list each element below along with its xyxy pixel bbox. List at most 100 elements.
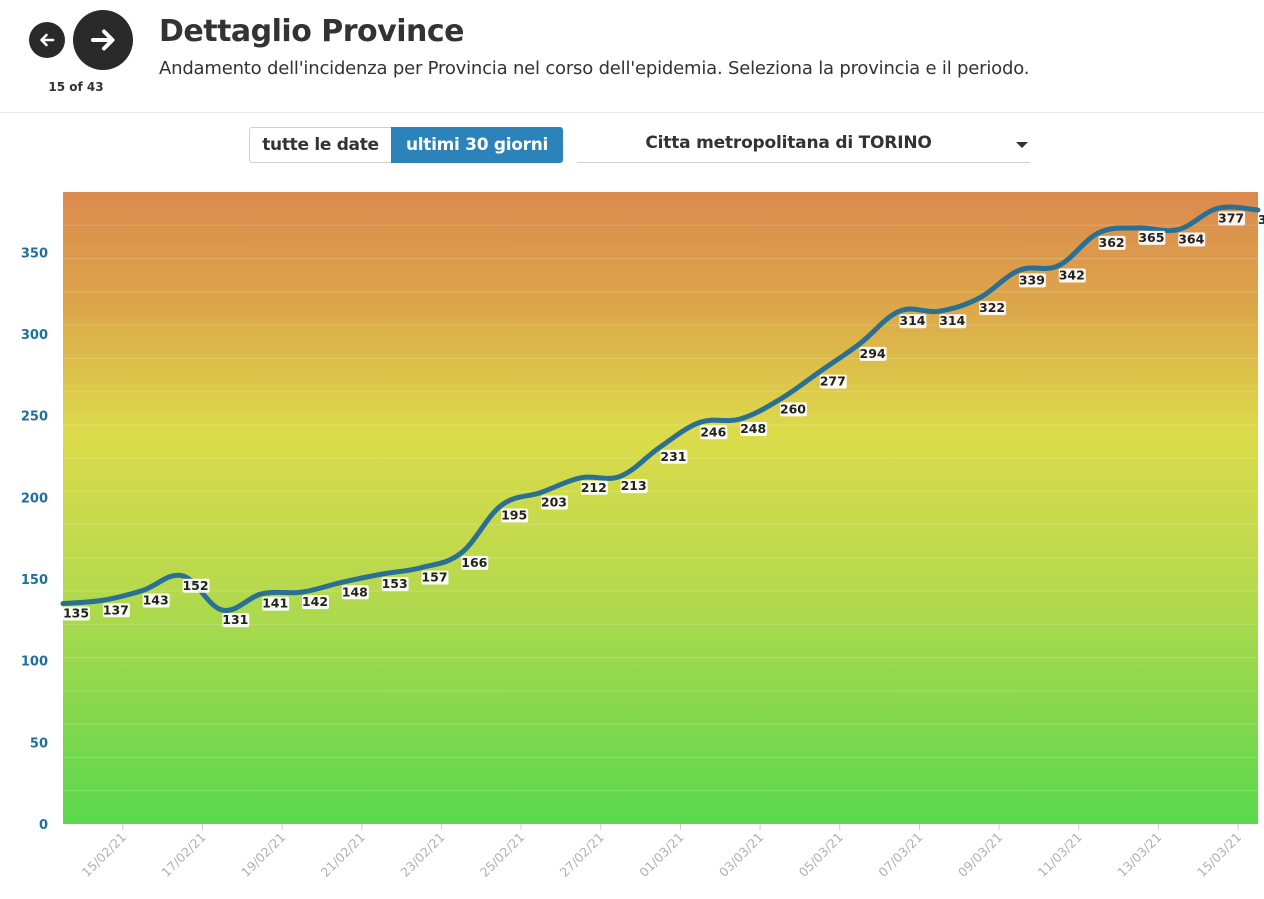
- data-label: 364: [1178, 232, 1206, 247]
- x-tick-label: 05/03/21: [796, 830, 846, 880]
- svg-text:365: 365: [1138, 230, 1164, 245]
- svg-text:277: 277: [820, 374, 846, 389]
- data-label: 157: [421, 570, 449, 585]
- data-label: 152: [182, 578, 210, 593]
- svg-text:131: 131: [222, 612, 248, 627]
- svg-text:314: 314: [939, 313, 965, 328]
- svg-text:135: 135: [63, 606, 89, 621]
- data-label: 148: [342, 584, 369, 600]
- page-title: Dettaglio Province: [159, 14, 465, 49]
- svg-text:148: 148: [342, 584, 368, 599]
- data-label: 365: [1138, 230, 1166, 245]
- x-tick-label: 19/02/21: [238, 830, 288, 880]
- data-label: 362: [1099, 235, 1126, 250]
- previous-button[interactable]: [29, 22, 65, 58]
- x-tick-label: 07/03/21: [875, 830, 925, 880]
- data-label: 135: [63, 606, 90, 621]
- caret-down-icon: [1016, 142, 1028, 148]
- svg-text:166: 166: [461, 555, 487, 570]
- data-label: 195: [501, 508, 529, 523]
- svg-text:294: 294: [860, 346, 886, 361]
- data-label: 153: [382, 576, 409, 592]
- x-tick-label: 21/02/21: [318, 830, 368, 880]
- svg-text:362: 362: [1099, 235, 1125, 250]
- data-label: 203: [541, 494, 568, 510]
- data-label: 314: [899, 313, 927, 329]
- x-tick-label: 27/02/21: [557, 830, 607, 880]
- data-label: 143: [143, 592, 170, 608]
- x-tick-label: 01/03/21: [636, 830, 686, 880]
- province-select[interactable]: Citta metropolitana di TORINO: [577, 127, 1030, 163]
- x-tick-label: 23/02/21: [397, 830, 447, 880]
- data-label: 246: [700, 424, 728, 439]
- data-label: 377: [1218, 210, 1246, 226]
- svg-text:339: 339: [1019, 272, 1045, 287]
- svg-text:231: 231: [660, 449, 686, 464]
- data-label: 137: [103, 602, 130, 618]
- svg-text:260: 260: [780, 401, 806, 416]
- svg-text:153: 153: [382, 576, 408, 591]
- y-tick-label: 0: [39, 818, 48, 833]
- x-tick-label: 25/02/21: [477, 830, 527, 880]
- data-label: 141: [262, 596, 290, 611]
- svg-text:364: 364: [1178, 232, 1204, 247]
- page-counter: 15 of 43: [48, 80, 104, 94]
- svg-text:246: 246: [700, 424, 726, 439]
- data-label: 212: [581, 480, 608, 495]
- y-tick-label: 150: [21, 573, 48, 588]
- svg-text:377: 377: [1218, 210, 1244, 225]
- svg-text:376: 376: [1258, 212, 1264, 227]
- header: 15 of 43 Dettaglio Province Andamento de…: [0, 0, 1264, 113]
- x-tick-label: 15/03/21: [1194, 830, 1244, 880]
- incidence-chart: 0 50 100 150 200 250 300 350 15/02/21 17/02/21 19…: [21, 192, 1264, 880]
- x-tick-label: 13/03/21: [1114, 830, 1164, 880]
- data-label: 342: [1059, 267, 1086, 283]
- y-tick-label: 350: [21, 246, 48, 261]
- all-dates-button[interactable]: tutte le date: [249, 127, 391, 163]
- arrow-left-icon: [40, 33, 55, 47]
- data-label: 339: [1019, 272, 1046, 288]
- data-label: 142: [302, 594, 329, 610]
- svg-text:212: 212: [581, 480, 607, 495]
- page-subtitle: Andamento dell'incidenza per Provincia n…: [159, 58, 1030, 79]
- data-label: 294: [860, 346, 887, 361]
- svg-text:213: 213: [621, 478, 647, 493]
- svg-text:314: 314: [899, 313, 925, 328]
- y-tick-label: 100: [21, 655, 48, 670]
- y-tick-label: 200: [21, 491, 48, 506]
- plot-background: [63, 192, 1258, 824]
- svg-text:142: 142: [302, 594, 328, 609]
- data-label: 314: [939, 313, 967, 329]
- svg-text:195: 195: [501, 508, 527, 523]
- data-label: 322: [979, 300, 1007, 316]
- x-tick-label: 17/02/21: [158, 830, 208, 880]
- y-tick-label: 300: [21, 328, 48, 343]
- last-30-days-button[interactable]: ultimi 30 giorni: [391, 127, 563, 163]
- svg-text:342: 342: [1059, 267, 1085, 282]
- svg-text:248: 248: [740, 421, 766, 436]
- y-tick-label: 50: [30, 736, 48, 751]
- province-select-value: Citta metropolitana di TORINO: [645, 133, 932, 153]
- x-tick-label: 03/03/21: [716, 830, 766, 880]
- data-label: 131: [222, 612, 250, 628]
- x-tick-label: 09/03/21: [955, 830, 1005, 880]
- data-label: 248: [740, 421, 768, 436]
- data-label: 213: [621, 478, 648, 494]
- incidence-line: [60, 204, 1261, 613]
- data-label: 231: [660, 449, 688, 464]
- data-label: 260: [780, 401, 807, 417]
- svg-text:141: 141: [262, 596, 288, 611]
- x-tick-label: 15/02/21: [79, 830, 129, 880]
- arrow-right-icon: [91, 29, 115, 51]
- svg-text:157: 157: [421, 570, 447, 585]
- svg-text:143: 143: [143, 592, 169, 607]
- y-tick-label: 250: [21, 410, 48, 425]
- data-label: 376: [1258, 212, 1264, 227]
- data-label: 166: [461, 555, 489, 570]
- next-button[interactable]: [73, 10, 133, 70]
- data-label: 277: [820, 374, 847, 389]
- svg-text:152: 152: [182, 578, 208, 593]
- svg-text:137: 137: [103, 602, 129, 617]
- svg-text:203: 203: [541, 494, 567, 509]
- x-tick-label: 11/03/21: [1035, 830, 1085, 880]
